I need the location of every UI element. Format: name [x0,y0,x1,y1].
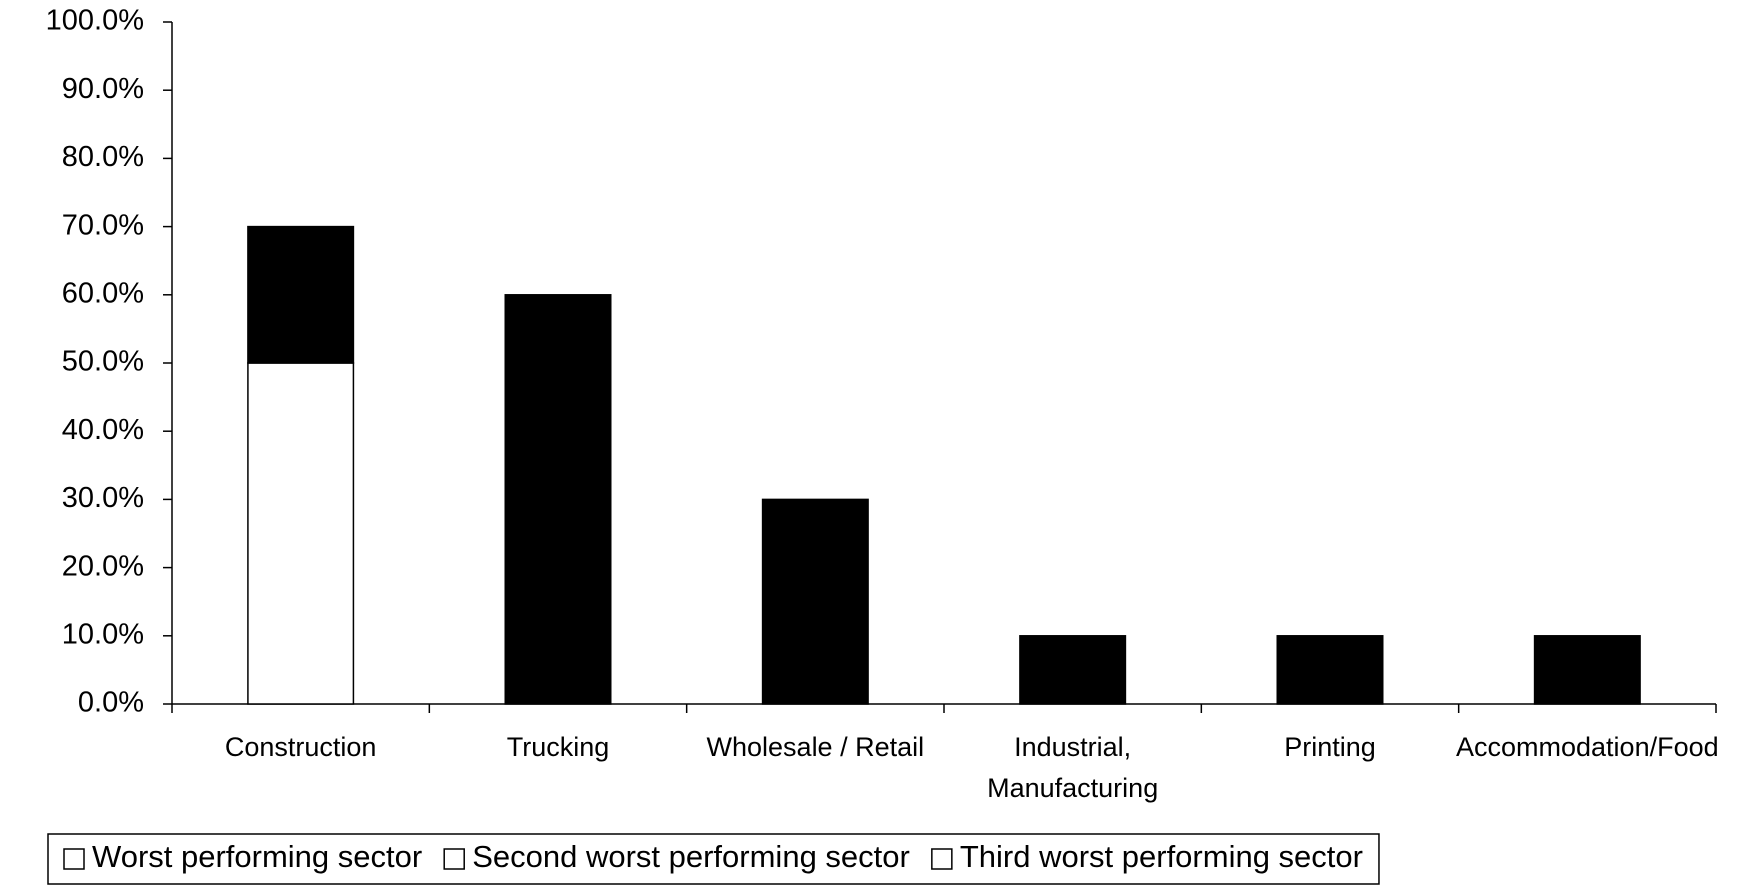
legend-label: Second worst performing sector [472,839,910,874]
bar-segment [761,498,869,705]
y-tick-label: 30.0% [62,482,144,514]
x-tick-label: Printing [1284,732,1376,762]
y-tick-label: 70.0% [62,209,144,241]
bar-segment [504,294,612,705]
y-tick-label: 40.0% [62,414,144,446]
legend-box [47,833,1380,885]
bar-segment [247,225,355,364]
bar-segment [247,362,355,705]
x-tick-label: Trucking [507,732,610,762]
y-tick-label: 60.0% [62,277,144,309]
y-tick-label: 80.0% [62,141,144,173]
y-tick-label: 100.0% [46,5,144,37]
legend-swatch [931,848,953,870]
bar-segment [1533,635,1641,705]
y-tick-label: 10.0% [62,618,144,650]
bar-segment [1019,635,1127,705]
legend: Worst performing sector Second worst perf… [47,833,1380,885]
y-tick-label: 90.0% [62,73,144,105]
x-tick-label: Accommodation/Food [1456,732,1719,762]
bar-segment [1276,635,1384,705]
legend-label: Worst performing sector [92,839,422,874]
x-tick-label: Wholesale / Retail [707,732,925,762]
legend-swatch [443,848,465,870]
x-tick-label: Industrial, Manufacturing [987,732,1158,803]
x-tick-label: Construction [225,732,377,762]
legend-label: Third worst performing sector [960,839,1363,874]
y-tick-label: 0.0% [78,687,144,719]
legend-swatch [63,848,85,870]
y-tick-label: 20.0% [62,550,144,582]
y-tick-label: 50.0% [62,346,144,378]
